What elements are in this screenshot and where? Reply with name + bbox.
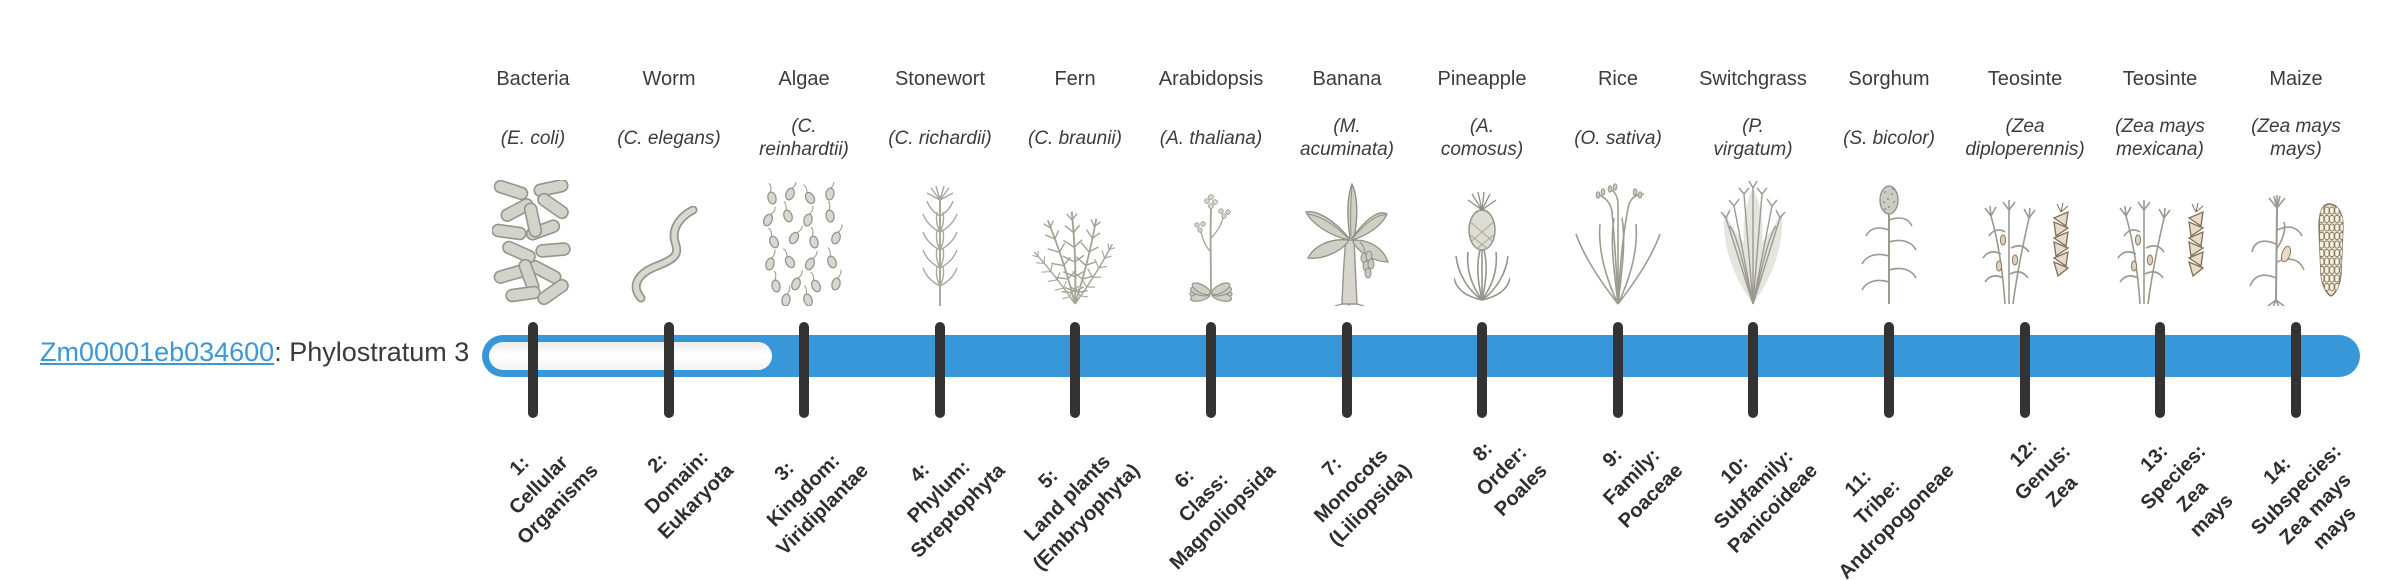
sorghum-icon [1861, 185, 1917, 304]
organism-common-name: Fern [1054, 68, 1096, 90]
tick-13 [2155, 322, 2165, 418]
organism-scientific-name: (P. virgatum) [1713, 116, 1793, 160]
organism-common-name: Arabidopsis [1158, 68, 1264, 90]
tick-4 [935, 322, 945, 418]
banana-icon [1305, 182, 1389, 306]
tick-9 [1613, 322, 1623, 418]
tick-6 [1206, 322, 1216, 418]
gene-label: Zm00001eb034600: Phylostratum 3 [40, 337, 469, 368]
tick-12 [2020, 322, 2030, 418]
organism-scientific-name: (A. thaliana) [1159, 127, 1263, 149]
tick-5 [1070, 322, 1080, 418]
tick-3 [799, 322, 809, 418]
organism-common-name: Pineapple [1437, 68, 1527, 90]
tick-7 [1342, 322, 1352, 418]
gene-phylostratum-text: : Phylostratum 3 [274, 337, 470, 367]
organism-common-name: Stonewort [894, 68, 986, 90]
gene-id-link[interactable]: Zm00001eb034600 [40, 337, 275, 367]
phylostratum-bar [482, 335, 2360, 377]
organism-scientific-name: (Zea mays mexicana) [2115, 116, 2205, 160]
organism-common-name: Sorghum [1848, 68, 1930, 90]
bacteria-icon [492, 180, 571, 306]
organism-scientific-name: (C. elegans) [617, 127, 721, 149]
tick-1 [528, 322, 538, 418]
organism-scientific-name: (S. bicolor) [1843, 127, 1935, 149]
fern-icon [1031, 210, 1119, 306]
organism-scientific-name: (Zea mays mays) [2251, 116, 2341, 160]
tick-8 [1477, 322, 1487, 418]
pineapple-icon [1454, 191, 1510, 301]
organism-scientific-name: (M. acuminata) [1300, 116, 1394, 160]
organism-common-name: Teosinte [2122, 68, 2198, 90]
organism-scientific-name: (C. richardii) [888, 127, 992, 149]
organism-scientific-name: (A. comosus) [1440, 116, 1524, 160]
organism-scientific-name: (C. reinhardtii) [759, 116, 849, 160]
algae-icon [761, 182, 846, 306]
organism-common-name: Bacteria [496, 68, 570, 90]
tick-2 [664, 322, 674, 418]
organism-common-name: Switchgrass [1699, 68, 1807, 90]
tick-10 [1748, 322, 1758, 418]
tick-14 [2291, 322, 2301, 418]
arabidopsis-icon [1189, 194, 1233, 302]
organism-common-name: Teosinte [1987, 68, 2063, 90]
organism-scientific-name: (E. coli) [500, 127, 566, 149]
switchgrass-icon [1720, 180, 1786, 305]
worm-icon [631, 206, 698, 303]
organism-common-name: Rice [1597, 68, 1638, 90]
organism-scientific-name: (O. sativa) [1574, 127, 1662, 149]
stonewort-icon [922, 185, 958, 306]
tick-11 [1884, 322, 1894, 418]
organism-common-name: Algae [778, 68, 830, 90]
teosinte-icon [1982, 200, 2070, 305]
organism-scientific-name: (C. braunii) [1028, 127, 1122, 149]
teosinte-icon [2117, 199, 2204, 305]
maize-icon [2249, 195, 2344, 306]
organism-common-name: Worm [642, 68, 696, 90]
organism-common-name: Banana [1312, 68, 1382, 90]
organism-scientific-name: (Zea diploperennis) [1965, 116, 2085, 160]
rice-icon [1575, 183, 1661, 305]
organism-common-name: Maize [2269, 68, 2323, 90]
